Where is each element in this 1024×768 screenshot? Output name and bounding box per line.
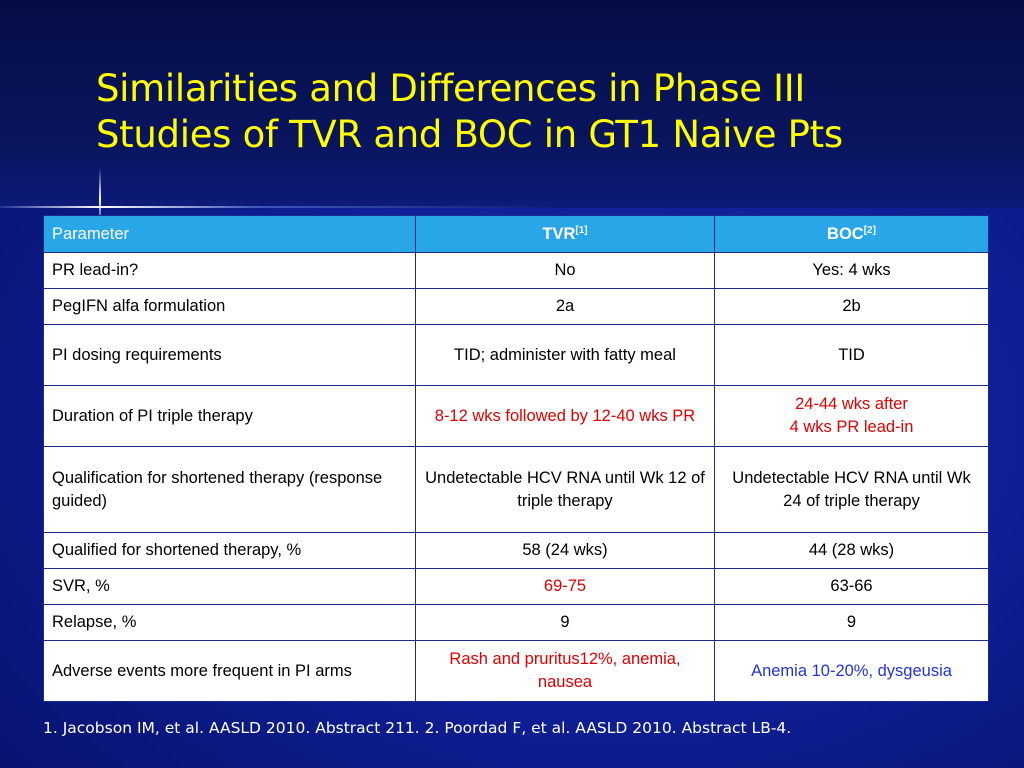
decorative-horizontal-line	[0, 206, 560, 208]
row-tvr-value: Undetectable HCV RNA until Wk 12 of trip…	[415, 446, 715, 533]
header-tvr: TVR[1]	[415, 215, 715, 253]
title-band	[0, 0, 1024, 208]
row-tvr-value: Rash and pruritus12%, anemia, nausea	[415, 640, 715, 702]
table-row: Duration of PI triple therapy 8-12 wks f…	[43, 385, 989, 447]
row-parameter: PR lead-in?	[43, 252, 416, 289]
table-row: PegIFN alfa formulation 2a 2b	[43, 288, 989, 325]
row-parameter: Qualified for shortened therapy, %	[43, 532, 416, 569]
row-parameter: Adverse events more frequent in PI arms	[43, 640, 416, 702]
row-parameter: SVR, %	[43, 568, 416, 605]
header-tvr-ref: [1]	[575, 224, 588, 236]
row-parameter: Qualification for shortened therapy (res…	[43, 446, 416, 533]
row-boc-value: 2b	[714, 288, 989, 325]
header-parameter: Parameter	[43, 215, 416, 253]
header-tvr-label: TVR	[542, 224, 576, 243]
row-tvr-value: 8-12 wks followed by 12-40 wks PR	[415, 385, 715, 447]
header-boc: BOC[2]	[714, 215, 989, 253]
row-tvr-value: 58 (24 wks)	[415, 532, 715, 569]
row-boc-value: Anemia 10-20%, dysgeusia	[714, 640, 989, 702]
header-boc-ref: [2]	[863, 224, 876, 236]
slide-title: Similarities and Differences in Phase II…	[96, 66, 996, 158]
row-tvr-value: 69-75	[415, 568, 715, 605]
row-boc-value: Undetectable HCV RNA until Wk 24 of trip…	[714, 446, 989, 533]
row-boc-value-line1: 24-44 wks after	[795, 395, 908, 413]
row-boc-value-line2: 4 wks PR lead-in	[789, 418, 914, 436]
table-row: Qualified for shortened therapy, % 58 (2…	[43, 532, 989, 569]
table-row: SVR, % 69-75 63-66	[43, 568, 989, 605]
table-row: Qualification for shortened therapy (res…	[43, 446, 989, 533]
table-row: Relapse, % 9 9	[43, 604, 989, 641]
table-row: PR lead-in? No Yes: 4 wks	[43, 252, 989, 289]
row-parameter: PegIFN alfa formulation	[43, 288, 416, 325]
row-parameter: Relapse, %	[43, 604, 416, 641]
table-row: Adverse events more frequent in PI arms …	[43, 640, 989, 702]
footnote-references: 1. Jacobson IM, et al. AASLD 2010. Abstr…	[43, 719, 792, 737]
row-tvr-value: TID; administer with fatty meal	[415, 324, 715, 386]
slide-title-line2: Studies of TVR and BOC in GT1 Naive Pts	[96, 113, 843, 156]
row-boc-value: TID	[714, 324, 989, 386]
decorative-vertical-line	[99, 168, 101, 220]
row-parameter: PI dosing requirements	[43, 324, 416, 386]
row-boc-value: 24-44 wks after 4 wks PR lead-in	[714, 385, 989, 447]
row-boc-value: 63-66	[714, 568, 989, 605]
row-parameter: Duration of PI triple therapy	[43, 385, 416, 447]
row-tvr-value: 2a	[415, 288, 715, 325]
row-boc-value: 9	[714, 604, 989, 641]
row-boc-value: 44 (28 wks)	[714, 532, 989, 569]
row-tvr-value: No	[415, 252, 715, 289]
row-boc-value: Yes: 4 wks	[714, 252, 989, 289]
header-boc-label: BOC	[827, 224, 864, 243]
row-tvr-value: 9	[415, 604, 715, 641]
slide-title-line1: Similarities and Differences in Phase II…	[96, 67, 806, 110]
comparison-table: Parameter TVR[1] BOC[2] PR lead-in? No Y…	[43, 215, 989, 702]
table-header-row: Parameter TVR[1] BOC[2]	[43, 215, 989, 253]
table-row: PI dosing requirements TID; administer w…	[43, 324, 989, 386]
